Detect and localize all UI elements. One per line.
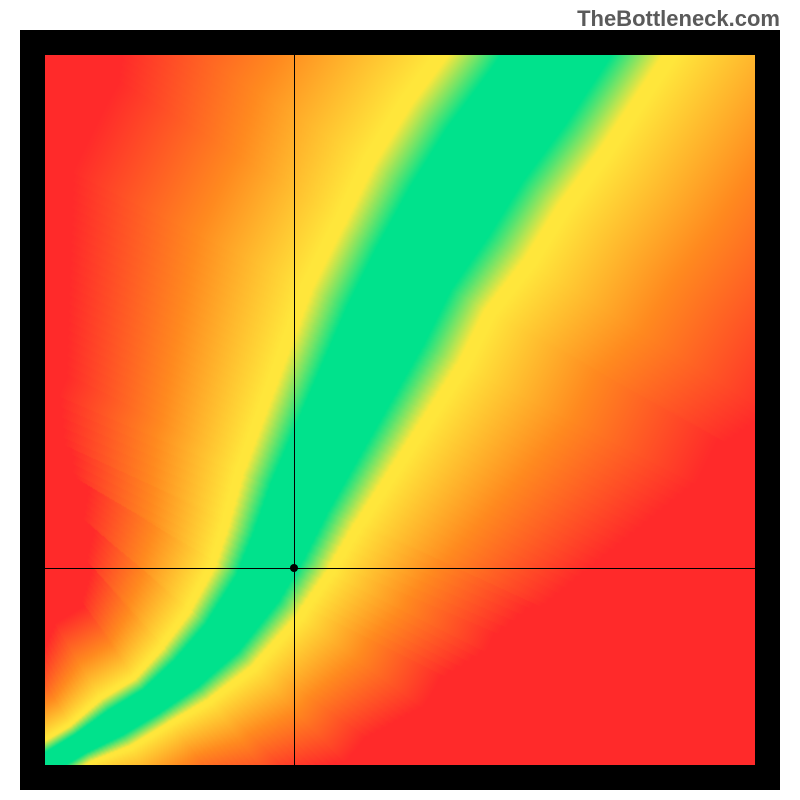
watermark-text: TheBottleneck.com [577,6,780,32]
bottleneck-heatmap-chart [20,30,780,790]
crosshair-horizontal [45,568,755,569]
heatmap-canvas [45,55,755,765]
crosshair-vertical [294,55,295,765]
data-point-marker [290,564,298,572]
